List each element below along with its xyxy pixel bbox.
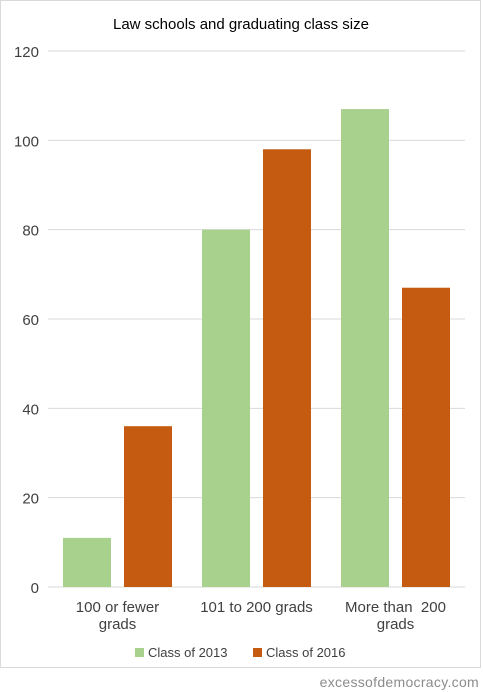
y-tick-label: 60 (22, 312, 39, 329)
legend-swatch (135, 648, 144, 657)
x-tick-label: grads (377, 616, 415, 633)
x-tick-label: 101 to 200 grads (200, 599, 313, 616)
y-tick-label: 120 (14, 44, 39, 61)
chart-frame: Law schools and graduating class size 0 2… (0, 0, 481, 668)
y-tick-label: 80 (22, 223, 39, 240)
bar-class-of-2016 (124, 426, 172, 587)
y-axis-ticks: 0 20 40 60 80 100 120 (14, 44, 39, 597)
watermark-text: excessofdemocracy.com (319, 674, 479, 690)
y-tick-label: 40 (22, 401, 39, 418)
x-tick-label: grads (99, 616, 137, 633)
legend-label: Class of 2013 (148, 645, 228, 660)
y-tick-label: 0 (31, 580, 39, 597)
bar-class-of-2016 (402, 287, 450, 587)
bar-class-of-2016 (263, 149, 311, 587)
x-tick-label: 100 or fewer (76, 599, 159, 616)
legend: Class of 2013 Class of 2016 (135, 645, 346, 660)
x-tick-label: More than 200 (345, 599, 446, 616)
y-tick-label: 100 (14, 133, 39, 150)
gridlines (48, 50, 465, 588)
bars (63, 109, 450, 588)
chart-title: Law schools and graduating class size (113, 16, 369, 33)
bar-class-of-2013 (341, 109, 389, 588)
bar-chart: Law schools and graduating class size 0 2… (14, 16, 465, 660)
legend-label: Class of 2016 (266, 645, 346, 660)
y-tick-label: 20 (22, 491, 39, 508)
bar-class-of-2013 (202, 229, 250, 587)
legend-swatch (253, 648, 262, 657)
bar-class-of-2013 (63, 537, 111, 587)
